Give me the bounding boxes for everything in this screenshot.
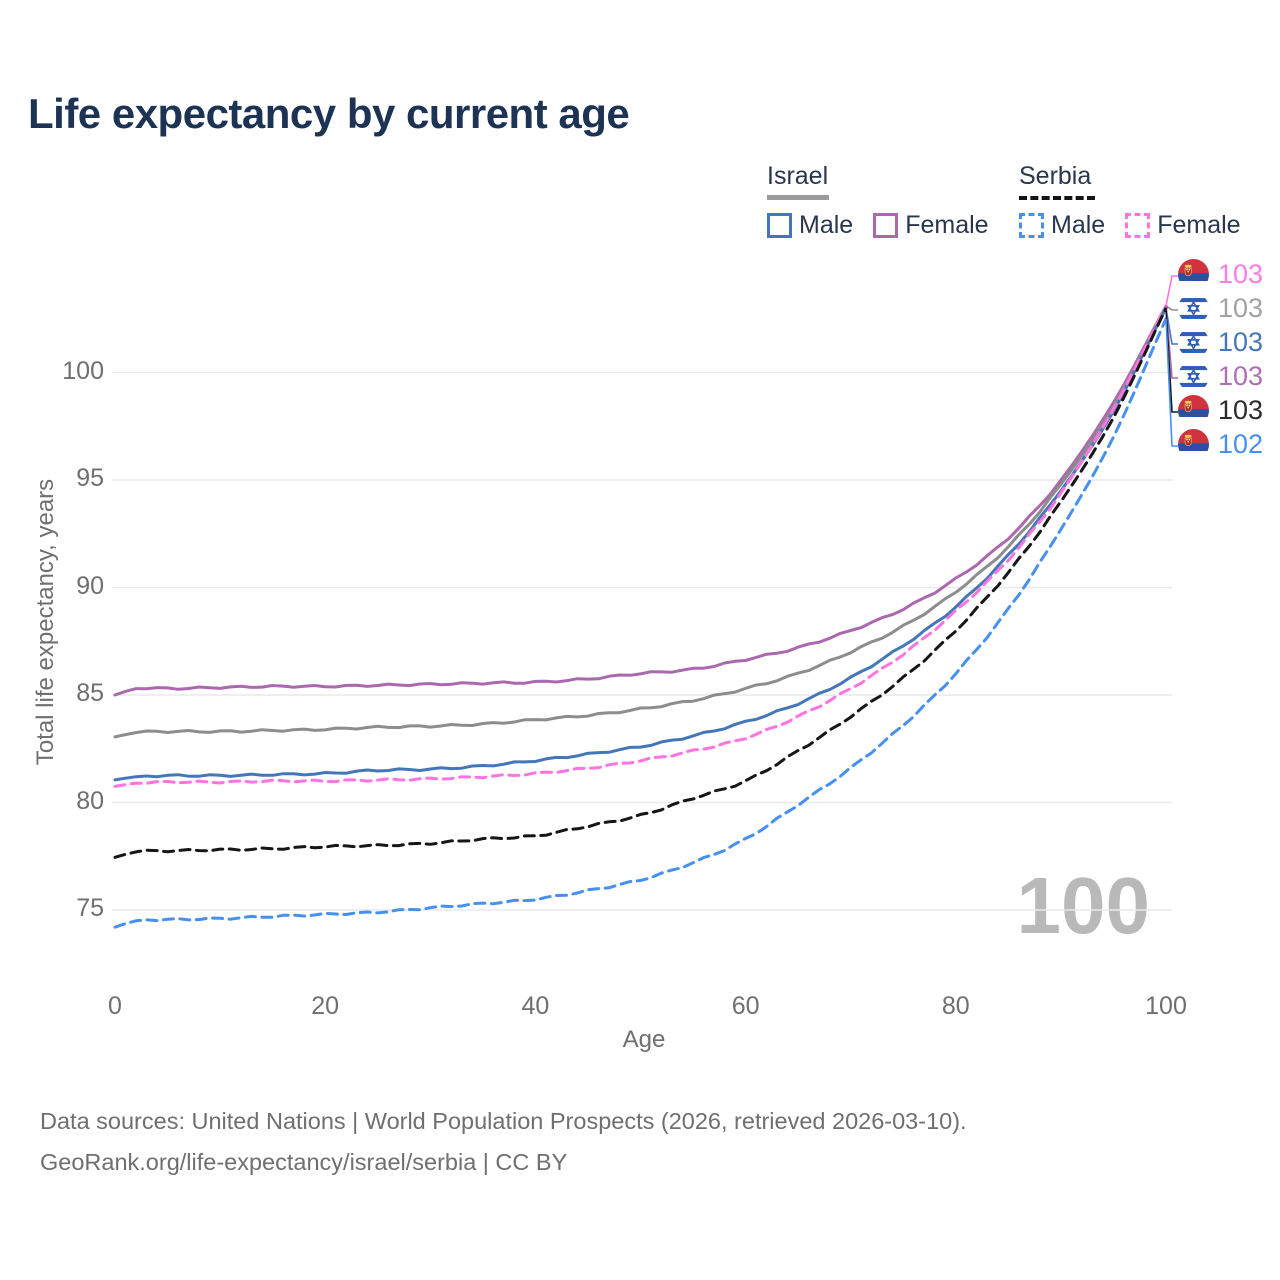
end-label-value: 103 (1218, 293, 1264, 323)
end-label-value: 103 (1218, 395, 1264, 425)
footer-line-1: Data sources: United Nations | World Pop… (40, 1108, 967, 1134)
end-label-value: 102 (1218, 429, 1264, 459)
footer-line-2: GeoRank.org/life-expectancy/israel/serbi… (40, 1149, 568, 1175)
serbia-dashed-line-icon (1019, 196, 1095, 200)
end-label-value: 103 (1218, 327, 1264, 357)
israel-flag-icon (1178, 293, 1209, 324)
end-label-connector (1165, 307, 1178, 413)
israel-female-swatch-icon[interactable] (873, 213, 899, 238)
israel-male-swatch-icon[interactable] (767, 213, 792, 238)
legend-country-serbia[interactable]: Serbia (1019, 162, 1092, 190)
series-line-serbia-male[interactable] (113, 317, 1168, 929)
end-label-israel-both-sexes: 103 (1178, 293, 1263, 324)
end-label-connector (1165, 318, 1178, 447)
end-label-israel-male: 103 (1178, 327, 1263, 358)
series-line-serbia-female[interactable] (113, 304, 1168, 788)
legend-group-israel: Israel Male Female (767, 162, 989, 240)
end-label-serbia-both-sexes: 103 (1178, 395, 1263, 426)
x-tick-label: 100 (1145, 992, 1187, 1020)
serbia-flag-icon (1178, 429, 1209, 460)
israel-flag-icon (1178, 361, 1209, 392)
x-axis-title: Age (622, 1026, 666, 1053)
y-tick-label: 75 (76, 894, 104, 922)
series-line-serbia-both[interactable] (113, 306, 1168, 859)
x-tick-label: 80 (941, 992, 970, 1020)
y-tick-label: 90 (76, 571, 104, 600)
end-label-connector (1165, 275, 1178, 307)
legend-item-serbia-female[interactable]: Female (1157, 211, 1241, 239)
x-tick-label: 40 (521, 992, 550, 1020)
x-tick-label: 0 (108, 992, 122, 1020)
age-watermark: 100 (1016, 861, 1150, 950)
serbia-flag-icon (1178, 395, 1209, 426)
end-label-israel-female: 103 (1178, 361, 1263, 392)
end-label-value: 103 (1218, 259, 1264, 289)
legend-group-serbia: Serbia Male Female (1019, 162, 1241, 240)
y-tick-label: 95 (76, 464, 104, 492)
serbia-female-swatch-icon[interactable] (1125, 213, 1151, 238)
y-tick-label: 85 (76, 679, 104, 707)
y-axis-title: Total life expectancy, years (32, 478, 59, 766)
x-tick-label: 20 (311, 992, 340, 1020)
end-label-serbia-male: 102 (1178, 429, 1263, 460)
series-line-israel-both[interactable] (113, 304, 1168, 739)
israel-solid-line-icon (767, 195, 829, 200)
series-line-israel-female[interactable] (113, 304, 1168, 697)
end-label-value: 103 (1218, 361, 1264, 391)
end-label-connector (1165, 305, 1178, 311)
serbia-male-swatch-icon[interactable] (1019, 213, 1044, 238)
x-tick-label: 60 (731, 992, 760, 1020)
legend-item-serbia-male[interactable]: Male (1051, 211, 1106, 239)
serbia-flag-icon (1178, 259, 1209, 290)
page-title: Life expectancy by current age (28, 90, 630, 137)
legend-item-israel-female[interactable]: Female (905, 211, 989, 239)
y-tick-label: 100 (62, 356, 104, 385)
y-tick-label: 80 (76, 786, 104, 815)
end-label-serbia-female: 103 (1178, 259, 1263, 290)
israel-flag-icon (1178, 327, 1209, 358)
legend-item-israel-male[interactable]: Male (799, 211, 854, 239)
series-line-israel-male[interactable] (113, 306, 1168, 782)
end-label-connector (1165, 307, 1178, 345)
legend-country-israel[interactable]: Israel (767, 162, 829, 190)
end-label-connector (1165, 305, 1178, 379)
